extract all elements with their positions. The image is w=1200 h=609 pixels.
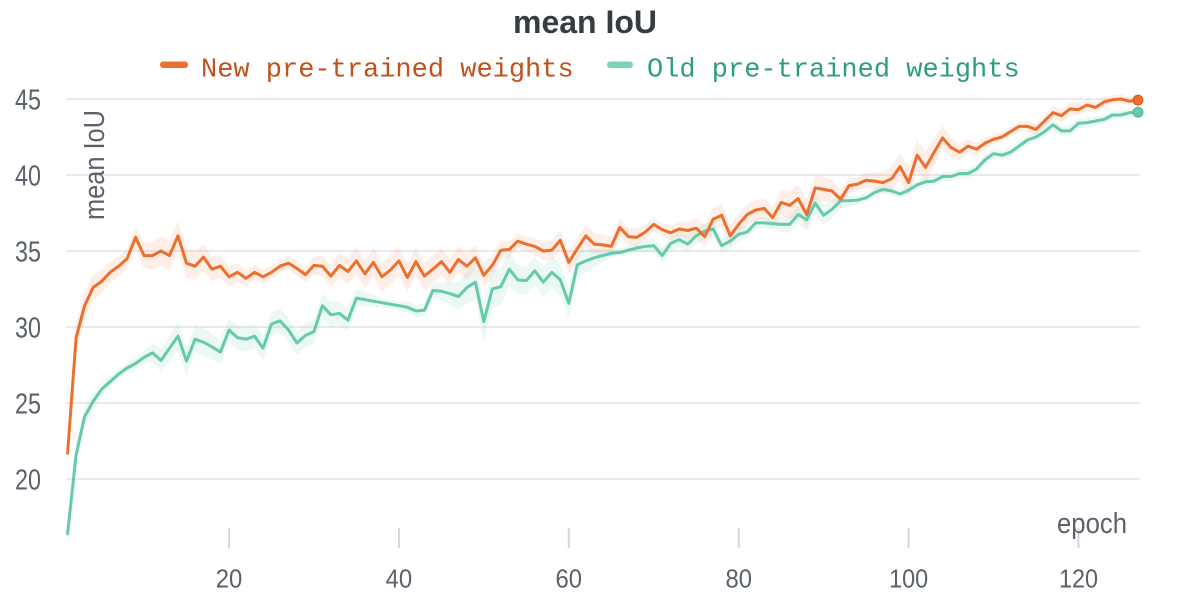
svg-text:100: 100 [889,564,928,594]
svg-text:35: 35 [15,237,41,269]
svg-text:80: 80 [725,564,752,594]
svg-text:Old pre-trained weights: Old pre-trained weights [647,56,1020,86]
svg-text:mean IoU: mean IoU [513,4,657,40]
svg-text:epoch: epoch [1057,508,1127,540]
svg-text:New pre-trained weights: New pre-trained weights [201,56,574,86]
svg-text:45: 45 [15,85,41,117]
svg-text:20: 20 [216,564,243,594]
svg-text:40: 40 [386,564,413,594]
svg-text:20: 20 [15,465,41,497]
svg-text:25: 25 [15,389,41,421]
svg-text:60: 60 [556,564,583,594]
svg-text:mean IoU: mean IoU [79,110,111,220]
svg-text:40: 40 [15,161,41,193]
svg-text:120: 120 [1059,564,1098,594]
svg-text:30: 30 [15,313,41,345]
